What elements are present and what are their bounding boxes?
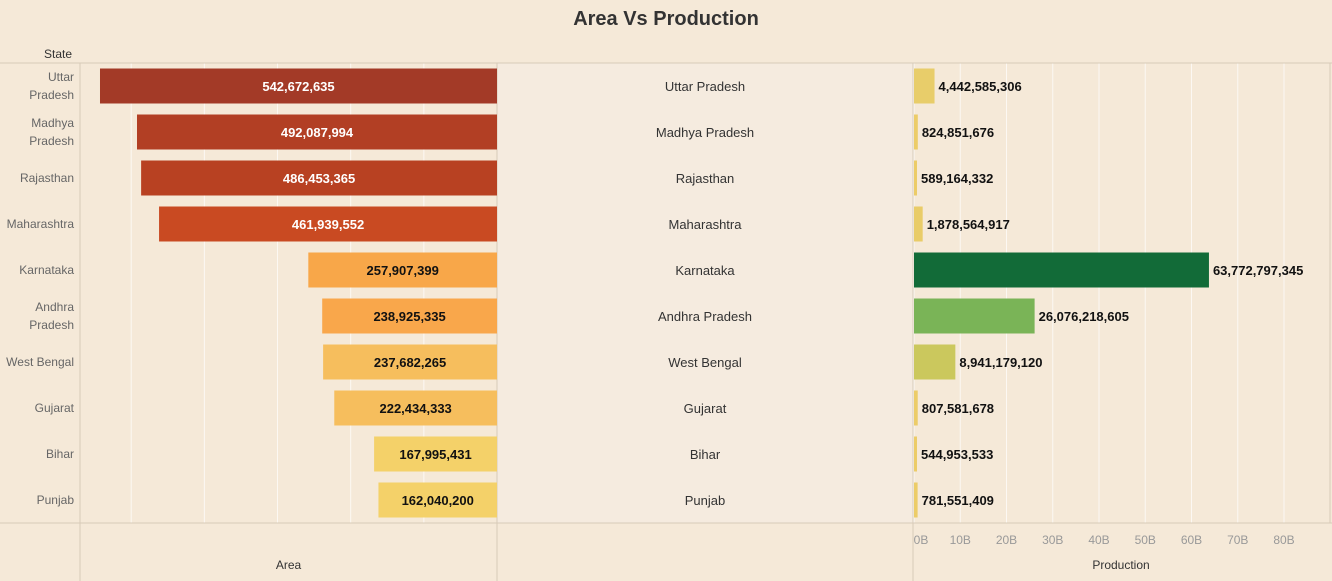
- area-bar: [308, 252, 497, 288]
- area-bar: [374, 436, 497, 472]
- production-axis-title: Production: [1092, 558, 1149, 572]
- production-bar: [914, 68, 935, 104]
- state-label: Bihar: [690, 447, 721, 462]
- row-label: Maharashtra: [7, 217, 75, 231]
- area-bar: [378, 482, 497, 518]
- state-label: Andhra Pradesh: [658, 309, 752, 324]
- area-value-label: 257,907,399: [367, 263, 439, 278]
- area-value-label: 542,672,635: [262, 79, 334, 94]
- area-value-label: 237,682,265: [374, 355, 446, 370]
- production-value-label: 781,551,409: [922, 493, 994, 508]
- production-tick-label: 60B: [1181, 533, 1202, 547]
- area-axis-title: Area: [276, 558, 302, 572]
- production-value-label: 63,772,797,345: [1213, 263, 1303, 278]
- state-label: Gujarat: [684, 401, 727, 416]
- frame: [0, 62, 1332, 581]
- area-bars: 542,672,635 492,087,994 486,453,365 461,939…: [99, 68, 497, 518]
- row-label: Andhra: [35, 300, 74, 314]
- state-label: Maharashtra: [669, 217, 743, 232]
- production-bar: [914, 436, 917, 472]
- production-bar: [914, 344, 956, 380]
- state-column-bg: [497, 63, 913, 523]
- state-label: West Bengal: [668, 355, 742, 370]
- area-value-label: 492,087,994: [281, 125, 354, 140]
- row-label: Uttar: [48, 70, 74, 84]
- area-bar: [322, 298, 497, 334]
- production-value-label: 824,851,676: [922, 125, 994, 140]
- row-label: Karnataka: [19, 263, 74, 277]
- area-bar: [323, 344, 497, 380]
- production-bar: [914, 390, 918, 426]
- row-label: Pradesh: [29, 134, 74, 148]
- production-bar: [914, 114, 918, 150]
- area-bar: [159, 206, 497, 242]
- production-value-label: 4,442,585,306: [939, 79, 1022, 94]
- production-bar: [914, 206, 923, 242]
- area-value-label: 461,939,552: [292, 217, 364, 232]
- state-label: Madhya Pradesh: [656, 125, 754, 140]
- area-value-label: 238,925,335: [373, 309, 445, 324]
- row-label: Punjab: [37, 493, 75, 507]
- production-tick-label: 30B: [1042, 533, 1063, 547]
- row-label: Pradesh: [29, 88, 74, 102]
- production-value-label: 1,878,564,917: [927, 217, 1010, 232]
- production-bar: [914, 482, 918, 518]
- state-label: Rajasthan: [676, 171, 735, 186]
- area-bar: [136, 114, 497, 150]
- chart-title: Area Vs Production: [573, 8, 759, 30]
- production-value-label: 807,581,678: [922, 401, 994, 416]
- row-header: State: [44, 47, 73, 61]
- production-bars: 4,442,585,306 824,851,676 589,164,332 1,878…: [914, 68, 1303, 518]
- row-label: West Bengal: [6, 355, 74, 369]
- area-bar: [99, 68, 497, 104]
- area-value-label: 167,995,431: [399, 447, 471, 462]
- area-value-label: 162,040,200: [402, 493, 474, 508]
- production-tick-label: 40B: [1088, 533, 1109, 547]
- state-labels: Uttar Pradesh Madhya Pradesh Rajasthan Maha…: [656, 79, 754, 508]
- production-value-label: 26,076,218,605: [1039, 309, 1129, 324]
- row-label: Gujarat: [35, 401, 75, 415]
- row-label: Pradesh: [29, 318, 74, 332]
- area-value-label: 486,453,365: [283, 171, 355, 186]
- production-tick-label: 80B: [1273, 533, 1294, 547]
- production-tick-label: 20B: [996, 533, 1017, 547]
- row-label: Madhya: [31, 116, 74, 130]
- production-tick-label: 70B: [1227, 533, 1248, 547]
- area-value-label: 222,434,333: [379, 401, 451, 416]
- production-bar: [914, 252, 1209, 288]
- production-bar: [914, 160, 917, 196]
- state-label: Uttar Pradesh: [665, 79, 745, 94]
- row-label: Bihar: [46, 447, 74, 461]
- state-label: Karnataka: [675, 263, 735, 278]
- state-label: Punjab: [685, 493, 725, 508]
- row-labels: Uttar Pradesh Madhya Pradesh Rajasthan Mahara…: [6, 70, 74, 507]
- row-label: Rajasthan: [20, 171, 74, 185]
- area-bar: [334, 390, 497, 426]
- production-bar: [914, 298, 1035, 334]
- axes: 0B 10B 20B 30B 40B 50B 60B 70B 80B Area Production: [276, 533, 1295, 572]
- production-value-label: 544,953,533: [921, 447, 993, 462]
- production-tick-label: 50B: [1135, 533, 1156, 547]
- production-value-label: 589,164,332: [921, 171, 993, 186]
- production-tick-label: 10B: [950, 533, 971, 547]
- production-tick-label: 0B: [914, 533, 929, 547]
- production-value-label: 8,941,179,120: [959, 355, 1042, 370]
- area-bar: [141, 160, 497, 196]
